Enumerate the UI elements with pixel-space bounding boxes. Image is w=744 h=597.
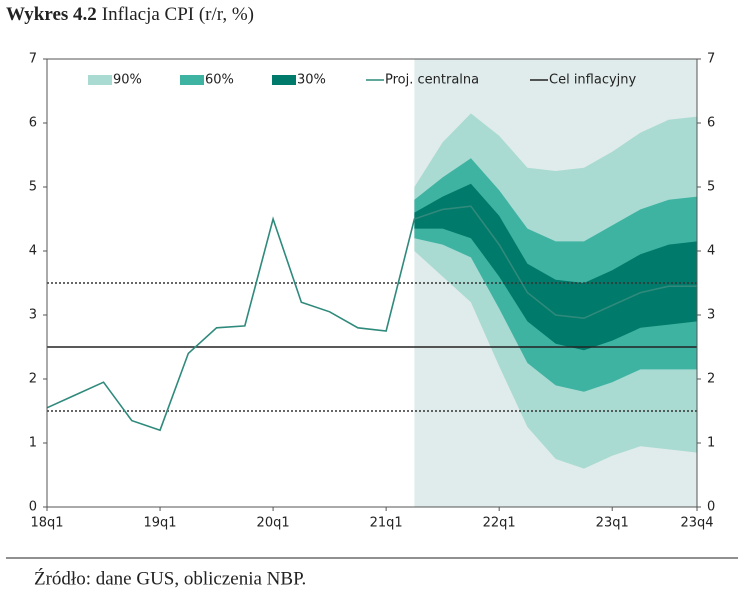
y-tick-label: 4 (29, 244, 37, 259)
x-tick-label: 23q4 (680, 516, 713, 531)
y-tick-label: 1 (29, 436, 37, 451)
y-tick-label: 3 (29, 308, 37, 323)
y2-tick-label: 3 (707, 308, 715, 323)
chart-title: Wykres 4.2 Inflacja CPI (r/r, %) (6, 4, 254, 25)
x-tick-label: 23q1 (596, 516, 629, 531)
y2-tick-label: 0 (707, 500, 715, 515)
y-tick-label: 0 (29, 500, 37, 515)
legend-label: 30% (297, 73, 326, 88)
source-note: Źródło: dane GUS, obliczenia NBP. (34, 567, 306, 589)
x-tick-label: 19q1 (144, 516, 177, 531)
x-tick-label: 20q1 (257, 516, 290, 531)
legend-label: 90% (113, 73, 142, 88)
y2-tick-label: 7 (707, 52, 715, 67)
y2-tick-label: 4 (707, 244, 715, 259)
title-bold: Wykres 4.2 (6, 4, 97, 25)
y-tick-label: 7 (29, 52, 37, 67)
y-tick-label: 5 (29, 180, 37, 195)
x-tick-label: 21q1 (370, 516, 403, 531)
title-text: Inflacja CPI (r/r, %) (102, 4, 254, 25)
x-tick-label: 18q1 (30, 516, 63, 531)
x-tick-label: 22q1 (483, 516, 516, 531)
legend-label: Cel inflacyjny (549, 73, 637, 88)
central-line (46, 205, 697, 432)
legend-label: 60% (205, 73, 234, 88)
y2-tick-label: 5 (707, 180, 715, 195)
legend-swatch (88, 75, 112, 85)
y2-tick-label: 6 (707, 116, 715, 131)
legend-swatch (180, 75, 204, 85)
legend-swatch (272, 75, 296, 85)
plot-frame (46, 58, 698, 508)
y-tick-label: 6 (29, 116, 37, 131)
y2-tick-label: 1 (707, 436, 715, 451)
y2-tick-label: 2 (707, 372, 715, 387)
legend-label: Proj. centralna (385, 73, 479, 88)
y-tick-label: 2 (29, 372, 37, 387)
